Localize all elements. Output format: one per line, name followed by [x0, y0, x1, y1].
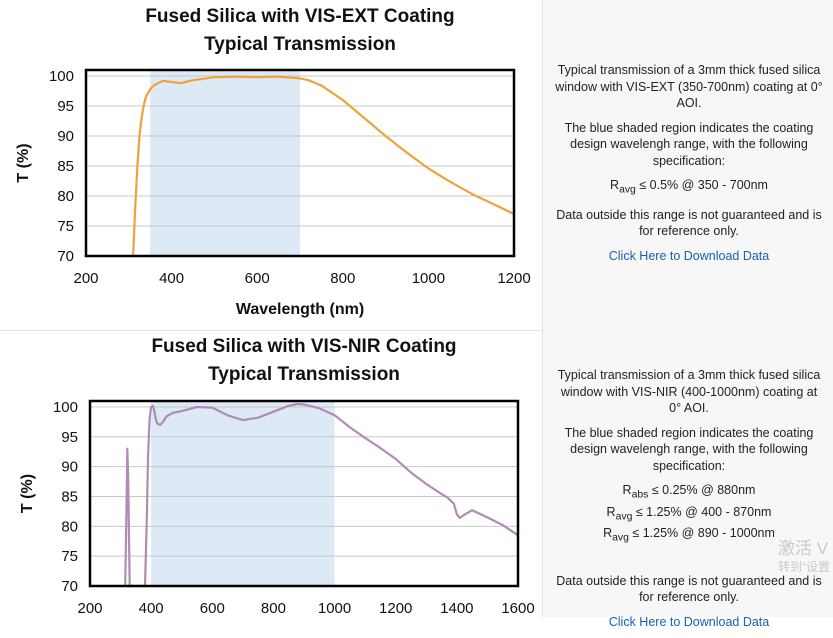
spec-line: Ravg ≤ 0.5% @ 350 - 700nm [610, 178, 768, 196]
shaded-region-note: The blue shaded region indicates the coa… [564, 425, 814, 473]
plot-frame [88, 399, 520, 588]
transmission-series-line [132, 75, 515, 257]
transmission-series-line [124, 402, 519, 588]
y-tick-label: 90 [57, 128, 74, 145]
chart-panel: Fused Silica with VIS-EXT Coating Typical… [0, 0, 543, 330]
description-panel: Typical transmission of a 3mm thick fuse… [543, 330, 833, 629]
x-tick-label: 800 [330, 270, 355, 287]
description-text: Typical transmission of a 3mm thick fuse… [555, 63, 823, 110]
description-block: Typical transmission of a 3mm thick fuse… [555, 367, 823, 638]
disclaimer-text: Data outside this range is not guarantee… [556, 207, 822, 239]
description-text: Typical transmission of a 3mm thick fuse… [557, 368, 821, 415]
y-tick-label: 90 [61, 459, 78, 476]
spec-line: Rabs ≤ 0.25% @ 880nm [622, 483, 756, 501]
disclaimer-text: Data outside this range is not guarantee… [556, 573, 822, 605]
chart-row-vis-ext: Fused Silica with VIS-EXT Coating Typical… [0, 0, 833, 331]
description-panel: Typical transmission of a 3mm thick fuse… [543, 0, 833, 330]
transmission-chart-vis-ext: Fused Silica with VIS-EXT Coating Typical… [15, 6, 531, 318]
x-axis-label: Wavelength (nm) [236, 301, 364, 318]
spec-line: Ravg ≤ 1.25% @ 400 - 870nm [606, 504, 772, 523]
spec-line: Ravg ≤ 1.25% @ 890 - 1000nm [603, 526, 775, 544]
chart-title: Typical Transmission [204, 34, 396, 55]
os-activation-watermark: 激活 V 转到“设置 [778, 539, 830, 575]
shaded-region-note: The blue shaded region indicates the coa… [564, 120, 814, 168]
x-tick-label: 1400 [440, 600, 473, 617]
design-range-shading [150, 70, 300, 256]
chart-title: Typical Transmission [208, 364, 400, 385]
x-tick-label: 200 [73, 270, 98, 287]
y-tick-label: 70 [61, 578, 78, 595]
chart-row-vis-nir: Fused Silica with VIS-NIR Coating Typical… [0, 330, 833, 629]
y-tick-label: 85 [61, 488, 78, 505]
spec-list: Rabs ≤ 0.25% @ 880nm Ravg ≤ 1.25% @ 400 … [555, 482, 823, 547]
x-tick-label: 800 [261, 600, 286, 617]
y-tick-label: 75 [61, 548, 78, 565]
y-tick-label: 70 [57, 248, 74, 265]
download-data-link[interactable]: Click Here to Download Data [608, 248, 770, 263]
x-tick-label: 1600 [501, 600, 534, 617]
x-tick-label: 600 [200, 600, 225, 617]
transmission-chart-vis-nir: Fused Silica with VIS-NIR Coating Typical… [19, 336, 535, 617]
y-tick-label: 75 [57, 218, 74, 235]
x-tick-label: 400 [139, 600, 164, 617]
chart-title: Fused Silica with VIS-EXT Coating [145, 6, 454, 27]
y-tick-label: 80 [57, 188, 74, 205]
design-range-shading [151, 401, 335, 586]
y-axis-label: T (%) [15, 143, 32, 182]
y-tick-label: 95 [57, 98, 74, 115]
x-tick-label: 200 [77, 600, 102, 617]
y-tick-label: 85 [57, 158, 74, 175]
spec-list: Ravg ≤ 0.5% @ 350 - 700nm [555, 177, 823, 199]
x-tick-label: 600 [245, 270, 270, 287]
y-tick-label: 95 [61, 429, 78, 446]
x-tick-label: 1200 [379, 600, 412, 617]
description-block: Typical transmission of a 3mm thick fuse… [555, 62, 823, 272]
y-tick-label: 100 [53, 399, 78, 416]
x-tick-label: 1000 [318, 600, 351, 617]
plot-frame [84, 68, 516, 258]
y-tick-label: 100 [49, 68, 74, 85]
x-tick-label: 1200 [497, 270, 530, 287]
x-tick-label: 1000 [412, 270, 445, 287]
x-tick-label: 400 [159, 270, 184, 287]
chart-title: Fused Silica with VIS-NIR Coating [151, 336, 456, 357]
y-tick-label: 80 [61, 518, 78, 535]
y-axis-label: T (%) [19, 474, 36, 513]
chart-panel: Fused Silica with VIS-NIR Coating Typical… [0, 330, 543, 617]
